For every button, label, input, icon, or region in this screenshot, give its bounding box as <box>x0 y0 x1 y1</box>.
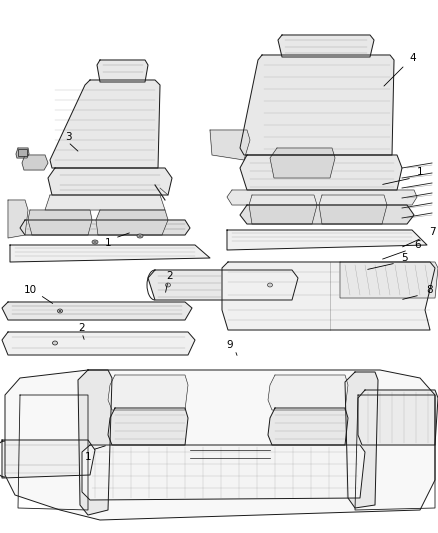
Polygon shape <box>50 80 160 168</box>
Polygon shape <box>20 220 190 235</box>
Ellipse shape <box>94 241 96 243</box>
Polygon shape <box>96 210 168 235</box>
Polygon shape <box>345 372 378 508</box>
Polygon shape <box>358 390 438 445</box>
Text: 1: 1 <box>105 238 111 248</box>
Polygon shape <box>268 375 348 410</box>
Polygon shape <box>2 440 95 478</box>
Ellipse shape <box>92 240 98 244</box>
Polygon shape <box>240 155 402 190</box>
Text: 2: 2 <box>167 271 173 281</box>
Text: 3: 3 <box>65 132 71 142</box>
Ellipse shape <box>53 341 57 345</box>
Polygon shape <box>2 302 192 320</box>
Polygon shape <box>5 370 435 520</box>
Polygon shape <box>45 195 165 210</box>
Polygon shape <box>240 55 394 155</box>
Polygon shape <box>22 155 48 170</box>
Polygon shape <box>108 408 188 445</box>
Bar <box>18 149 27 156</box>
Polygon shape <box>210 130 250 160</box>
Ellipse shape <box>166 283 170 287</box>
Ellipse shape <box>268 283 272 287</box>
Text: 1: 1 <box>417 167 423 177</box>
Polygon shape <box>319 195 387 224</box>
Polygon shape <box>268 408 348 445</box>
Polygon shape <box>227 230 427 250</box>
Polygon shape <box>108 375 188 410</box>
Text: 10: 10 <box>24 285 36 295</box>
Polygon shape <box>78 370 112 515</box>
Polygon shape <box>16 148 29 158</box>
Polygon shape <box>48 168 172 195</box>
Text: 4: 4 <box>410 53 416 63</box>
Polygon shape <box>82 445 365 500</box>
Text: 9: 9 <box>227 340 233 350</box>
Polygon shape <box>10 245 210 262</box>
Ellipse shape <box>139 235 141 237</box>
Polygon shape <box>2 332 195 355</box>
Polygon shape <box>227 190 417 205</box>
Polygon shape <box>270 148 335 178</box>
Text: 6: 6 <box>415 240 421 250</box>
Text: 8: 8 <box>427 285 433 295</box>
Polygon shape <box>278 35 374 57</box>
Text: 1: 1 <box>85 452 91 462</box>
Polygon shape <box>97 60 148 82</box>
Polygon shape <box>148 270 298 300</box>
Polygon shape <box>8 200 28 238</box>
Ellipse shape <box>59 310 61 312</box>
Text: 7: 7 <box>429 227 435 237</box>
Text: 5: 5 <box>402 253 408 263</box>
Polygon shape <box>240 205 414 224</box>
Polygon shape <box>249 195 317 224</box>
Text: 2: 2 <box>79 323 85 333</box>
Ellipse shape <box>57 309 63 313</box>
Ellipse shape <box>137 234 143 238</box>
Polygon shape <box>340 262 438 298</box>
Polygon shape <box>222 262 435 330</box>
Polygon shape <box>28 210 92 235</box>
